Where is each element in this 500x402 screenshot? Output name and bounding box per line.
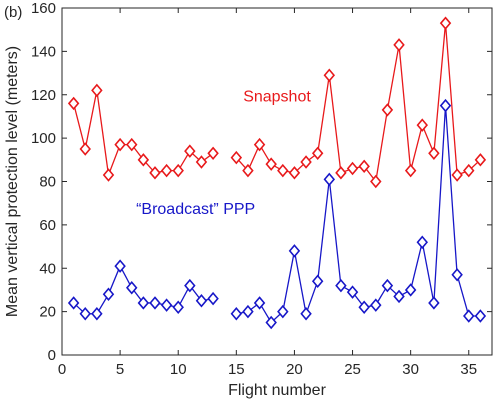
- data-point-series-1: [207, 291, 219, 306]
- data-point-series-1: [381, 278, 394, 293]
- data-point-series-0: [393, 38, 405, 52]
- data-point-series-0: [67, 96, 80, 111]
- data-point-series-0: [463, 163, 475, 178]
- data-point-series-0: [416, 118, 428, 132]
- data-point-series-0: [79, 142, 91, 156]
- data-point-series-1: [67, 296, 80, 310]
- data-point-series-0: [172, 163, 184, 178]
- data-point-series-1: [160, 298, 173, 312]
- data-point-series-1: [474, 309, 487, 323]
- data-point-series-0: [300, 155, 312, 169]
- series-line-0-segment-1: [235, 23, 481, 184]
- data-point-series-0: [149, 166, 161, 180]
- y-tick-label: 80: [39, 174, 56, 191]
- data-point-series-1: [439, 98, 452, 113]
- data-point-series-0: [230, 150, 243, 165]
- data-point-series-0: [184, 144, 196, 158]
- data-point-series-0: [288, 166, 301, 180]
- y-tick-label: 140: [31, 43, 56, 60]
- data-point-series-0: [381, 103, 394, 117]
- series-annotation: “Broadcast” PPP: [136, 201, 255, 218]
- x-tick-label: 0: [58, 361, 66, 378]
- data-point-series-0: [335, 166, 347, 180]
- x-tick-label: 25: [344, 361, 361, 378]
- x-axis-label: Flight number: [228, 382, 326, 399]
- data-point-series-1: [102, 287, 115, 302]
- data-point-series-1: [335, 278, 347, 293]
- data-point-series-1: [91, 307, 103, 321]
- data-point-series-1: [149, 296, 161, 310]
- data-point-series-1: [184, 278, 196, 293]
- y-tick-label: 60: [39, 217, 56, 234]
- y-axis-label: Mean vertical protection level (meters): [4, 46, 21, 317]
- data-point-series-0: [346, 161, 359, 176]
- data-point-series-1: [137, 296, 150, 310]
- data-point-series-0: [114, 137, 126, 152]
- data-point-series-0: [137, 153, 150, 167]
- y-tick-label: 100: [31, 130, 56, 147]
- data-point-series-0: [428, 146, 440, 161]
- data-point-series-0: [91, 83, 103, 98]
- data-point-series-0: [311, 146, 324, 161]
- x-tick-label: 20: [286, 361, 303, 378]
- data-point-series-0: [207, 146, 219, 161]
- x-tick-label: 30: [402, 361, 419, 378]
- data-point-series-1: [253, 296, 266, 310]
- data-point-series-0: [370, 174, 382, 189]
- data-point-series-0: [277, 163, 289, 178]
- data-point-series-0: [404, 163, 417, 178]
- data-point-series-1: [126, 281, 138, 295]
- y-tick-label: 20: [39, 304, 56, 321]
- panel-label: (b): [4, 4, 22, 21]
- data-point-series-1: [288, 244, 301, 258]
- y-tick-label: 160: [31, 0, 56, 17]
- data-point-series-1: [393, 289, 405, 304]
- data-point-series-1: [346, 285, 359, 299]
- data-point-series-1: [416, 235, 428, 249]
- data-point-series-0: [242, 163, 254, 178]
- data-point-series-0: [323, 68, 336, 82]
- data-point-series-0: [253, 137, 266, 152]
- data-point-series-1: [451, 268, 463, 282]
- x-tick-label: 35: [460, 361, 477, 378]
- x-tick-label: 10: [170, 361, 187, 378]
- data-point-series-1: [265, 315, 277, 330]
- data-point-series-1: [114, 259, 126, 273]
- data-point-series-1: [300, 307, 312, 321]
- data-point-series-0: [195, 155, 208, 169]
- data-point-series-0: [160, 163, 173, 178]
- series-line-1-segment-1: [236, 105, 481, 324]
- data-point-series-1: [404, 283, 417, 297]
- data-point-series-1: [311, 274, 324, 288]
- data-point-series-1: [242, 304, 254, 319]
- data-point-series-1: [79, 307, 91, 321]
- data-point-series-0: [102, 168, 115, 182]
- data-point-series-0: [474, 153, 487, 167]
- series-annotation: Snapshot: [243, 88, 311, 105]
- data-point-series-1: [195, 294, 208, 308]
- data-point-series-1: [172, 300, 184, 315]
- data-point-series-0: [451, 168, 463, 182]
- data-point-series-1: [358, 300, 370, 315]
- data-point-series-0: [126, 137, 138, 152]
- data-point-series-1: [323, 172, 336, 187]
- y-tick-label: 40: [39, 260, 56, 277]
- data-point-series-1: [428, 296, 440, 310]
- x-tick-label: 5: [116, 361, 124, 378]
- data-point-series-0: [439, 16, 452, 30]
- x-tick-label: 15: [228, 361, 245, 378]
- data-point-series-1: [230, 307, 243, 321]
- data-point-series-1: [277, 304, 289, 319]
- data-point-series-0: [358, 159, 370, 174]
- plot-layer: 0 5 10 15 20 25 30 35 0 20 40 60 80 100 120 140 160 Snaps…: [31, 0, 493, 378]
- data-point-series-1: [370, 298, 382, 312]
- y-tick-label: 0: [48, 347, 56, 364]
- y-tick-label: 120: [31, 87, 56, 104]
- data-point-series-0: [265, 157, 277, 171]
- axes-box: [61, 7, 493, 356]
- data-point-series-1: [463, 309, 475, 323]
